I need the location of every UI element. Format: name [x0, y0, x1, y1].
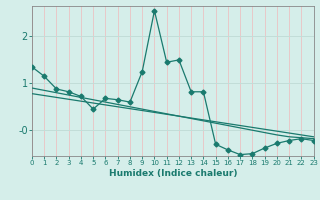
X-axis label: Humidex (Indice chaleur): Humidex (Indice chaleur) [108, 169, 237, 178]
